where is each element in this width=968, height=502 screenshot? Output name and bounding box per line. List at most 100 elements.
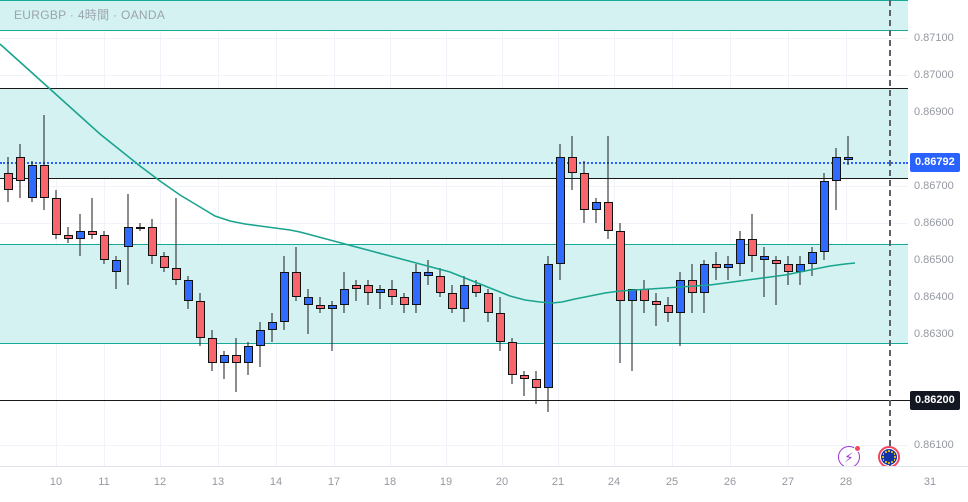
time-tick-label: 18 — [383, 476, 397, 488]
price-tick-label: 0.86400 — [914, 291, 954, 303]
candlestick — [579, 160, 589, 223]
candle-wick — [43, 115, 45, 211]
candle-body — [615, 230, 625, 302]
candle-wick — [775, 255, 777, 306]
time-axis[interactable]: 10 11 12 13 14 17 18 19 20 21 24 25 26 2… — [0, 466, 968, 502]
candle-body — [807, 251, 817, 264]
candle-body — [171, 268, 181, 281]
candlestick — [519, 371, 529, 396]
candle-body — [159, 255, 169, 269]
candle-body — [591, 202, 601, 211]
last-price-level-line — [0, 162, 908, 164]
candle-body — [579, 173, 589, 211]
candle-body — [219, 354, 229, 363]
gridline-v — [390, 0, 391, 466]
candle-body — [411, 272, 421, 306]
candle-body — [483, 292, 493, 314]
candle-body — [735, 239, 745, 264]
candle-body — [207, 338, 217, 363]
candle-body — [711, 263, 721, 269]
candlestick — [363, 280, 373, 306]
time-tick-label: 28 — [839, 476, 853, 488]
level-price-badge[interactable]: 0.86200 — [910, 391, 960, 410]
time-tick-label: 27 — [781, 476, 795, 488]
time-tick-label: 26 — [723, 476, 737, 488]
candle-body — [27, 164, 37, 198]
time-tick-label: 12 — [153, 476, 167, 488]
candle-body — [759, 255, 769, 260]
candlestick — [195, 292, 205, 347]
candlestick — [75, 214, 85, 256]
candlestick — [567, 136, 577, 190]
candle-body — [567, 156, 577, 174]
candle-body — [87, 230, 97, 236]
candle-body — [471, 284, 481, 293]
gridline-h — [0, 186, 908, 187]
gridline-v — [846, 0, 847, 466]
candlestick — [471, 280, 481, 297]
candlestick — [339, 272, 349, 314]
candlestick — [39, 115, 49, 211]
candle-body — [771, 259, 781, 264]
candlestick — [615, 222, 625, 363]
candlestick — [459, 276, 469, 322]
candlestick — [231, 338, 241, 392]
candle-wick — [631, 288, 633, 372]
resistance-band-top — [0, 0, 908, 30]
candlestick — [495, 296, 505, 351]
candlestick — [711, 251, 721, 281]
candlestick — [807, 247, 817, 277]
gridline-h — [0, 223, 908, 224]
price-tick-label: 0.86100 — [914, 439, 954, 451]
eurozone-flag-event-icon[interactable] — [878, 446, 900, 468]
candlestick — [843, 136, 853, 165]
candle-body — [339, 288, 349, 306]
price-tick-label: 0.87100 — [914, 32, 954, 44]
candlestick — [759, 247, 769, 297]
gridline-v — [446, 0, 447, 466]
candle-body — [783, 263, 793, 273]
candlestick — [435, 268, 445, 297]
candle-body — [15, 156, 25, 182]
candle-body — [195, 301, 205, 339]
candle-body — [51, 197, 61, 236]
candle-body — [531, 379, 541, 388]
candle-body — [387, 288, 397, 297]
candlestick — [819, 173, 829, 260]
candle-body — [363, 284, 373, 293]
candle-wick — [367, 280, 369, 306]
gridline-h — [0, 38, 908, 39]
price-tick-label: 0.86600 — [914, 217, 954, 229]
candle-body — [351, 284, 361, 289]
candlestick — [603, 136, 613, 240]
price-tick-label: 0.86300 — [914, 328, 954, 340]
candlestick — [51, 189, 61, 240]
candle-wick — [91, 197, 93, 240]
economic-event-alert-icon[interactable]: ⚡ — [838, 445, 861, 468]
candle-body — [75, 230, 85, 240]
gridline-v — [334, 0, 335, 466]
price-axis[interactable]: 0.87100 0.87000 0.86900 0.86700 0.86600 … — [908, 0, 968, 466]
last-price-badge[interactable]: 0.86792 — [910, 153, 960, 172]
band-line-teal — [0, 343, 908, 344]
band-line-teal — [0, 244, 908, 245]
candlestick — [147, 218, 157, 264]
candle-wick — [379, 284, 381, 310]
chart-plot-area[interactable] — [0, 0, 908, 466]
candle-body — [399, 296, 409, 306]
candle-body — [447, 292, 457, 310]
candlestick — [99, 230, 109, 264]
candle-wick — [535, 371, 537, 405]
candle-body — [303, 296, 313, 306]
candlestick — [243, 342, 253, 376]
candle-wick — [235, 338, 237, 392]
candle-wick — [727, 255, 729, 281]
candlestick — [291, 247, 301, 302]
gridline-v — [218, 0, 219, 466]
candle-body — [603, 202, 613, 231]
candlestick — [399, 292, 409, 314]
candlestick — [783, 255, 793, 285]
candlestick — [27, 160, 37, 203]
candlestick — [315, 296, 325, 314]
